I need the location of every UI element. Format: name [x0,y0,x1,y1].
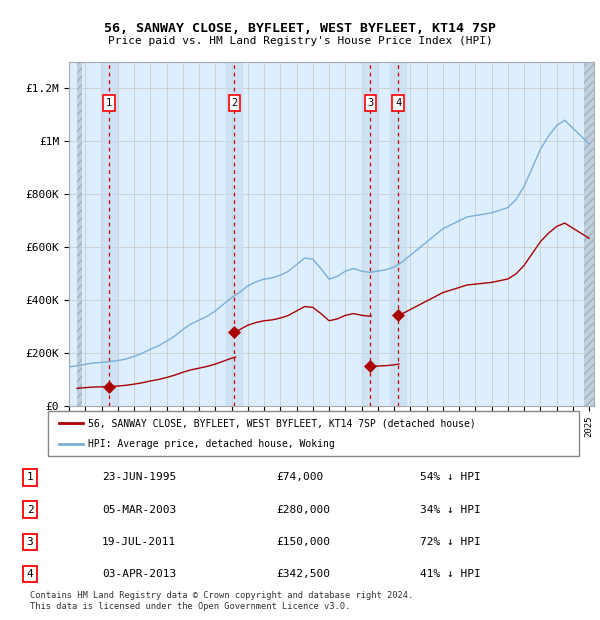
Text: 23-JUN-1995: 23-JUN-1995 [102,472,176,482]
Text: 4: 4 [395,98,401,108]
Text: 56, SANWAY CLOSE, BYFLEET, WEST BYFLEET, KT14 7SP: 56, SANWAY CLOSE, BYFLEET, WEST BYFLEET,… [104,22,496,35]
Text: 41% ↓ HPI: 41% ↓ HPI [420,569,481,579]
FancyBboxPatch shape [48,411,579,456]
Text: 19-JUL-2011: 19-JUL-2011 [102,537,176,547]
Text: 05-MAR-2003: 05-MAR-2003 [102,505,176,515]
Text: Price paid vs. HM Land Registry's House Price Index (HPI): Price paid vs. HM Land Registry's House … [107,36,493,46]
Text: 1: 1 [106,98,112,108]
Text: 1: 1 [26,472,34,482]
Bar [584,62,596,406]
Text: 56, SANWAY CLOSE, BYFLEET, WEST BYFLEET, KT14 7SP (detached house): 56, SANWAY CLOSE, BYFLEET, WEST BYFLEET,… [88,418,476,428]
Text: Contains HM Land Registry data © Crown copyright and database right 2024.
This d: Contains HM Land Registry data © Crown c… [30,591,413,611]
Text: 72% ↓ HPI: 72% ↓ HPI [420,537,481,547]
Bar [362,62,379,406]
Text: £74,000: £74,000 [276,472,323,482]
Text: 03-APR-2013: 03-APR-2013 [102,569,176,579]
Text: 3: 3 [367,98,373,108]
Text: £342,500: £342,500 [276,569,330,579]
Bar [101,62,117,406]
Bar [226,62,242,406]
Bar [390,62,406,406]
Text: 54% ↓ HPI: 54% ↓ HPI [420,472,481,482]
Text: 2: 2 [26,505,34,515]
Text: 3: 3 [26,537,34,547]
Text: £150,000: £150,000 [276,537,330,547]
Text: 34% ↓ HPI: 34% ↓ HPI [420,505,481,515]
Text: 2: 2 [231,98,238,108]
Bar [77,62,82,406]
Text: £280,000: £280,000 [276,505,330,515]
Text: HPI: Average price, detached house, Woking: HPI: Average price, detached house, Woki… [88,438,335,449]
Text: 4: 4 [26,569,34,579]
